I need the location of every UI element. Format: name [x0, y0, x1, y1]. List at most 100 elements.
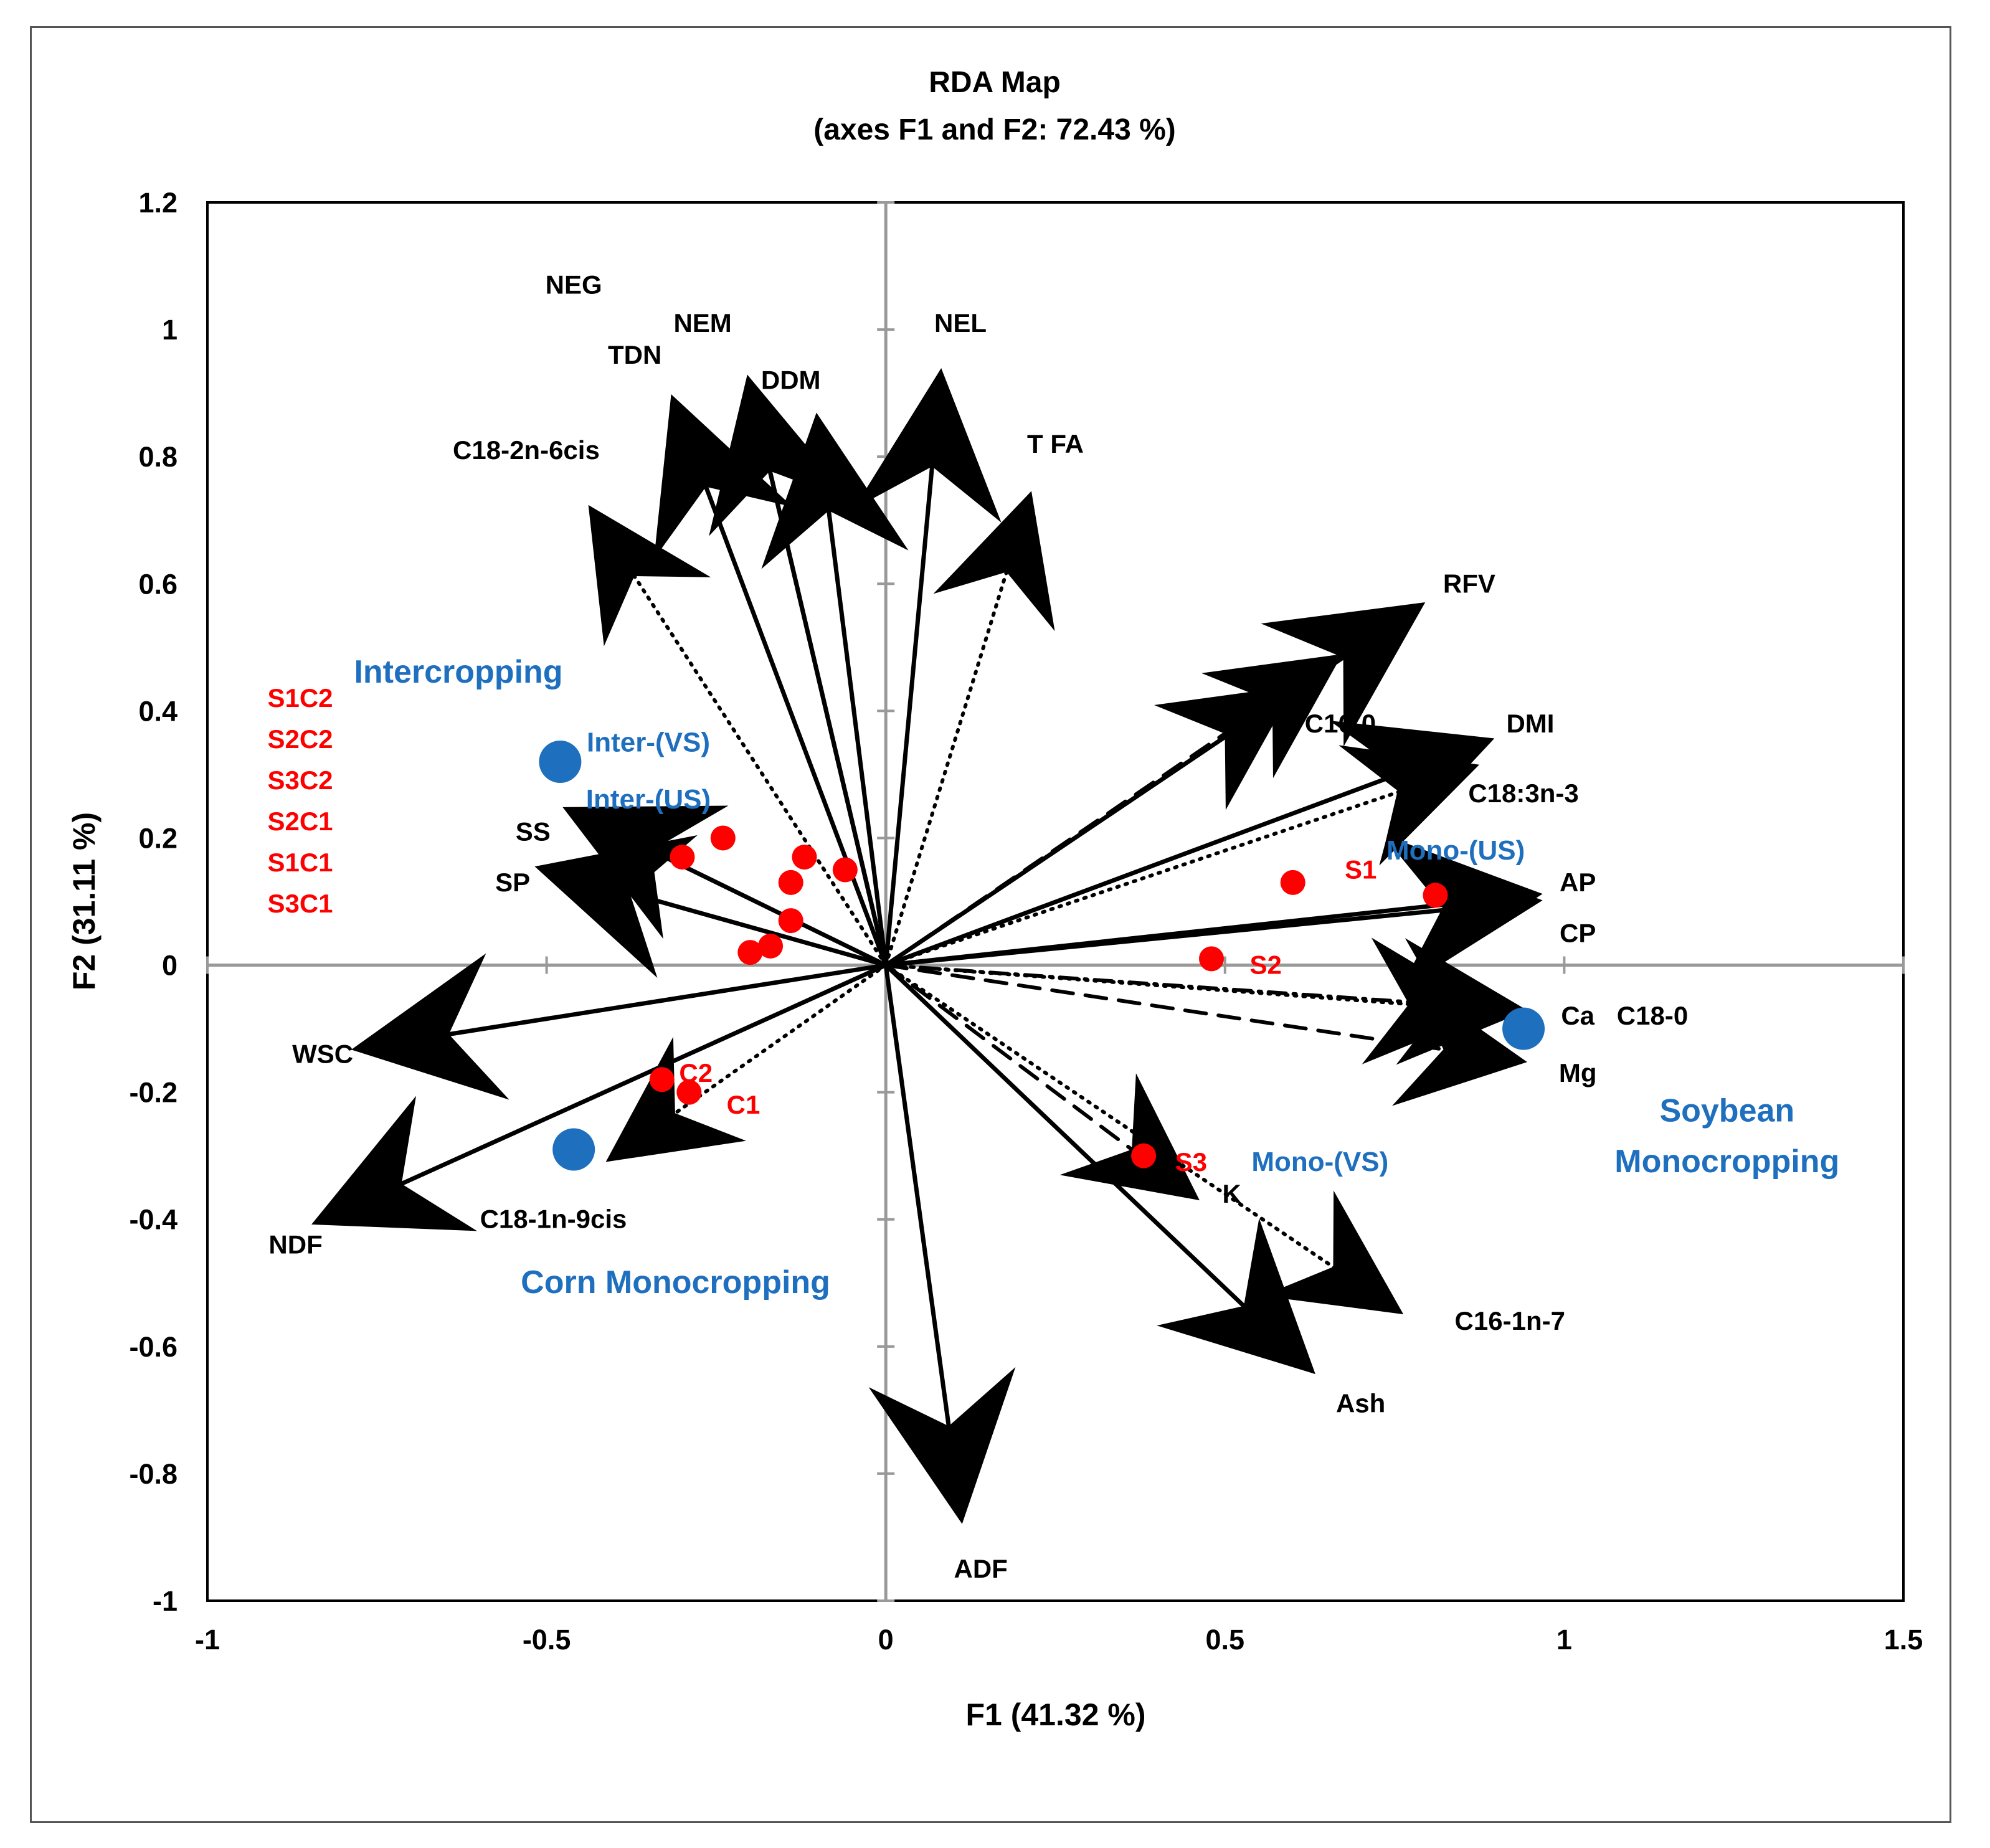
chart-title: RDA Map	[929, 66, 1061, 99]
vector-label-ash: Ash	[1336, 1389, 1385, 1418]
vector-c16-0	[884, 686, 1295, 967]
vector-label-neg: NEG	[546, 270, 602, 300]
vector-label-ddm: DDM	[761, 366, 821, 395]
vector-label-c16-1n-7: C16-1n-7	[1455, 1306, 1565, 1335]
vector-label-adf: ADF	[954, 1554, 1008, 1583]
vector-cp	[885, 841, 1543, 989]
vector-c18-3n-3	[884, 745, 1480, 967]
y-tick-label: -0.6	[129, 1331, 178, 1363]
observation-point	[552, 1128, 595, 1171]
vector-label-ca: Ca	[1561, 1001, 1594, 1030]
x-tick-label: 0.5	[1206, 1624, 1245, 1656]
y-axis-title: F2 (31.11 %)	[67, 812, 102, 990]
vector-wsc	[351, 953, 886, 1100]
y-tick-label: -0.4	[129, 1204, 178, 1236]
site-point	[649, 1067, 675, 1092]
y-tick-label: 1.2	[138, 187, 178, 219]
vector-c18-1n-9cis	[605, 963, 888, 1162]
vector-label-rfv: RFV	[1443, 569, 1495, 598]
vector-label-nel: NEL	[934, 308, 987, 338]
site-label-s3: S3	[1175, 1147, 1207, 1177]
vector-label-c16-0: C16-0	[1305, 709, 1376, 738]
observation-points: Inter-(VS) Inter-(US) Mono-(US) Mono-(VS)	[539, 727, 1545, 1177]
site-point	[778, 870, 803, 895]
site-legend-s3c2: S3C2	[267, 765, 333, 795]
x-axis-title: F1 (41.32 %)	[965, 1697, 1145, 1732]
x-tick-label: 1	[1556, 1624, 1572, 1656]
vector-label-c18-3n-3: C18:3n-3	[1468, 779, 1578, 808]
vector-c18-2n-6cis	[588, 505, 888, 967]
site-label-c1: C1	[727, 1090, 760, 1119]
y-tick-label: -0.2	[129, 1077, 178, 1109]
observation-label-mono-us: Mono-(US)	[1386, 835, 1525, 866]
vector-c18-0	[884, 938, 1528, 1065]
vector-label-p: P	[1365, 664, 1383, 693]
y-tick-label: 0.4	[138, 695, 178, 727]
vector-nel	[853, 367, 1002, 965]
vector-ash	[884, 964, 1315, 1375]
site-label-s1: S1	[1345, 855, 1376, 884]
vector-label-ss: SS	[516, 817, 551, 846]
vector-label-c18-2n-6cis: C18-2n-6cis	[453, 435, 600, 465]
site-point	[710, 825, 736, 851]
vector-label-sp: SP	[495, 868, 530, 897]
observation-point	[1502, 1007, 1545, 1050]
observation-label-inter-us: Inter-(US)	[586, 784, 711, 815]
x-tick-label: -0.5	[523, 1624, 571, 1656]
observation-label-mono-vs: Mono-(VS)	[1251, 1147, 1388, 1177]
vector-sp	[534, 835, 887, 978]
chart-subtitle: (axes F1 and F2: 72.43 %)	[813, 113, 1176, 146]
vector-rfv	[884, 602, 1426, 967]
group-label-corn-monocropping: Corn Monocropping	[521, 1264, 830, 1301]
x-axis-ticks: -1 -0.5 0 0.5 1 1.5	[195, 956, 1923, 1656]
site-point	[1131, 1143, 1157, 1168]
variable-vectors: NEG NEM TDN DDM NEL T FA C18-2n-6cis RFV P C16-0 D…	[268, 270, 1688, 1583]
y-axis-ticks: 1.2 1 0.8 0.6 0.4 0.2 0 -0.2 -0.4 -0.6 -0.8 -1	[129, 187, 895, 1617]
vector-ddm	[761, 412, 909, 965]
site-point	[737, 940, 763, 965]
site-point	[1280, 870, 1305, 895]
site-legend-s1c2: S1C2	[267, 683, 333, 713]
group-label-monocropping: Monocropping	[1614, 1144, 1839, 1180]
y-tick-label: -1	[153, 1585, 178, 1617]
site-legend-s3c1: S3C1	[267, 889, 333, 918]
figure-frame	[30, 26, 1951, 1823]
site-point	[832, 857, 858, 883]
vector-c16-1n-7	[884, 963, 1404, 1315]
vector-ndf	[311, 963, 887, 1231]
chart-labels: Intercropping Corn Monocropping Soybean Mon…	[354, 654, 1839, 1301]
vector-label-ndf: NDF	[268, 1230, 322, 1259]
y-tick-label: 0.8	[138, 441, 178, 473]
vector-label-cp: CP	[1560, 919, 1596, 948]
y-tick-label: -0.8	[129, 1458, 178, 1490]
site-legend-s1c1: S1C1	[267, 848, 333, 877]
site-legend-s2c2: S2C2	[267, 724, 333, 754]
vector-adf	[868, 965, 1016, 1524]
vector-label-ap: AP	[1560, 868, 1596, 897]
vector-label-dmi: DMI	[1506, 709, 1554, 738]
vector-label-c18-0: C18-0	[1617, 1001, 1688, 1030]
vector-ca	[884, 937, 1494, 1064]
group-label-intercropping: Intercropping	[354, 654, 562, 690]
site-point	[778, 908, 803, 934]
observation-label-inter-vs: Inter-(VS)	[587, 727, 710, 757]
site-point	[670, 845, 695, 870]
site-legend-s2c1: S2C1	[267, 807, 333, 836]
observation-point	[539, 741, 582, 783]
y-tick-label: 0	[162, 950, 178, 982]
y-tick-label: 0.2	[138, 822, 178, 854]
vector-t-fa	[884, 491, 1055, 967]
vector-mg	[884, 963, 1527, 1106]
y-tick-label: 1	[162, 314, 178, 346]
site-point	[792, 845, 817, 870]
group-label-soybean: Soybean	[1659, 1092, 1794, 1129]
site-label-c2: C2	[679, 1058, 713, 1087]
plot-area	[206, 201, 1905, 1602]
vector-label-c18-1n-9cis: C18-1n-9cis	[480, 1205, 627, 1234]
x-tick-label: -1	[195, 1624, 220, 1656]
vector-label-wsc: WSC	[292, 1039, 353, 1068]
vector-label-t-fa: T FA	[1027, 429, 1084, 458]
site-point	[676, 1079, 702, 1105]
